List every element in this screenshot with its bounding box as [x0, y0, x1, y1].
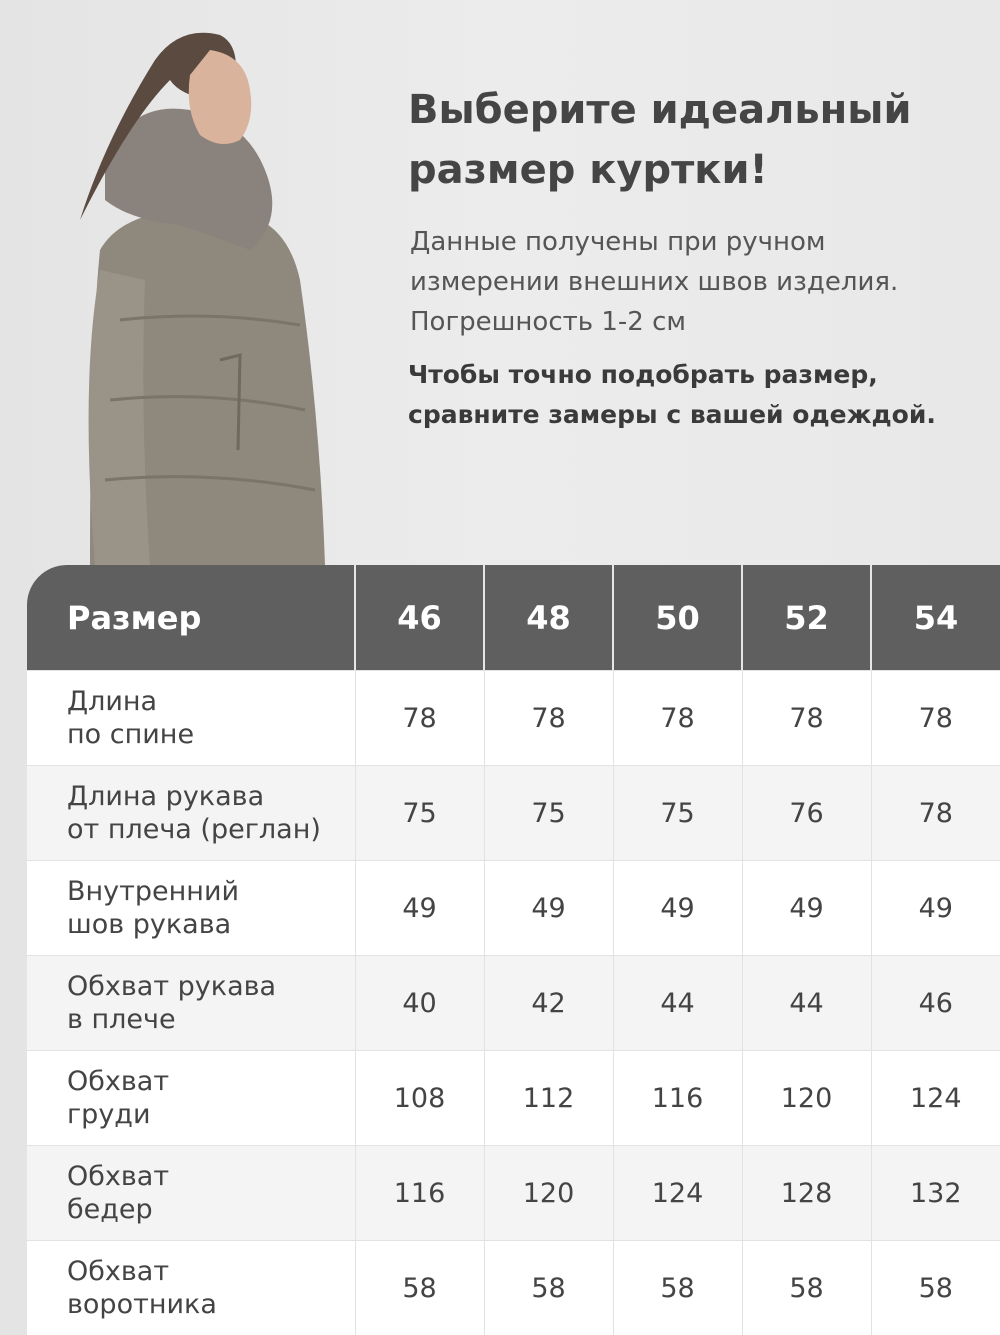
- measurement-cell: 49: [355, 861, 484, 956]
- measurement-cell: 40: [355, 956, 484, 1051]
- description-line: измерении внешних швов изделия.: [410, 262, 898, 302]
- measurement-cell: 42: [484, 956, 613, 1051]
- measurement-cell: 49: [742, 861, 871, 956]
- fitting-note: Чтобы точно подобрать размер, сравните з…: [408, 355, 936, 435]
- note-line: Чтобы точно подобрать размер,: [408, 355, 936, 395]
- measurement-cell: 58: [742, 1241, 871, 1335]
- title-line: Выберите идеальный: [408, 80, 912, 140]
- measurement-cell: 49: [484, 861, 613, 956]
- measurement-cell: 78: [484, 671, 613, 766]
- row-label: Длина по спине: [27, 671, 355, 766]
- measurement-cell: 78: [613, 671, 742, 766]
- row-label: Обхват рукава в плече: [27, 956, 355, 1051]
- measurement-cell: 116: [613, 1051, 742, 1146]
- description-line: Погрешность 1-2 см: [410, 302, 898, 342]
- measurement-cell: 78: [871, 671, 1000, 766]
- title-line: размер куртки!: [408, 140, 912, 200]
- header-size-46: 46: [355, 565, 484, 671]
- measurement-cell: 46: [871, 956, 1000, 1051]
- row-label: Обхват груди: [27, 1051, 355, 1146]
- page-title: Выберите идеальный размер куртки!: [408, 80, 912, 200]
- measurement-cell: 78: [742, 671, 871, 766]
- model-photo: [60, 20, 340, 565]
- note-line: сравните замеры с вашей одеждой.: [408, 395, 936, 435]
- measurement-cell: 124: [613, 1146, 742, 1241]
- header-size-50: 50: [613, 565, 742, 671]
- measurement-cell: 128: [742, 1146, 871, 1241]
- measurement-cell: 75: [355, 766, 484, 861]
- measurement-cell: 124: [871, 1051, 1000, 1146]
- header-size-52: 52: [742, 565, 871, 671]
- measurement-cell: 108: [355, 1051, 484, 1146]
- measurement-cell: 58: [613, 1241, 742, 1335]
- measurement-cell: 78: [355, 671, 484, 766]
- measurement-cell: 112: [484, 1051, 613, 1146]
- header-size-label: Размер: [27, 565, 355, 671]
- jacket-illustration: [89, 210, 325, 565]
- measurement-cell: 44: [742, 956, 871, 1051]
- measurement-cell: 116: [355, 1146, 484, 1241]
- measurement-cell: 58: [355, 1241, 484, 1335]
- measurement-cell: 132: [871, 1146, 1000, 1241]
- row-label: Обхват воротника: [27, 1241, 355, 1335]
- measurement-cell: 75: [484, 766, 613, 861]
- measurement-cell: 49: [613, 861, 742, 956]
- description-line: Данные получены при ручном: [410, 222, 898, 262]
- row-label: Обхват бедер: [27, 1146, 355, 1241]
- measurement-cell: 49: [871, 861, 1000, 956]
- measurement-cell: 120: [484, 1146, 613, 1241]
- header-size-54: 54: [871, 565, 1000, 671]
- measurement-cell: 78: [871, 766, 1000, 861]
- measurement-cell: 58: [871, 1241, 1000, 1335]
- measurement-cell: 120: [742, 1051, 871, 1146]
- measurement-cell: 75: [613, 766, 742, 861]
- header-size-48: 48: [484, 565, 613, 671]
- measurement-description: Данные получены при ручном измерении вне…: [410, 222, 898, 342]
- row-label: Длина рукава от плеча (реглан): [27, 766, 355, 861]
- row-label: Внутренний шов рукава: [27, 861, 355, 956]
- measurement-cell: 44: [613, 956, 742, 1051]
- measurement-cell: 76: [742, 766, 871, 861]
- measurement-cell: 58: [484, 1241, 613, 1335]
